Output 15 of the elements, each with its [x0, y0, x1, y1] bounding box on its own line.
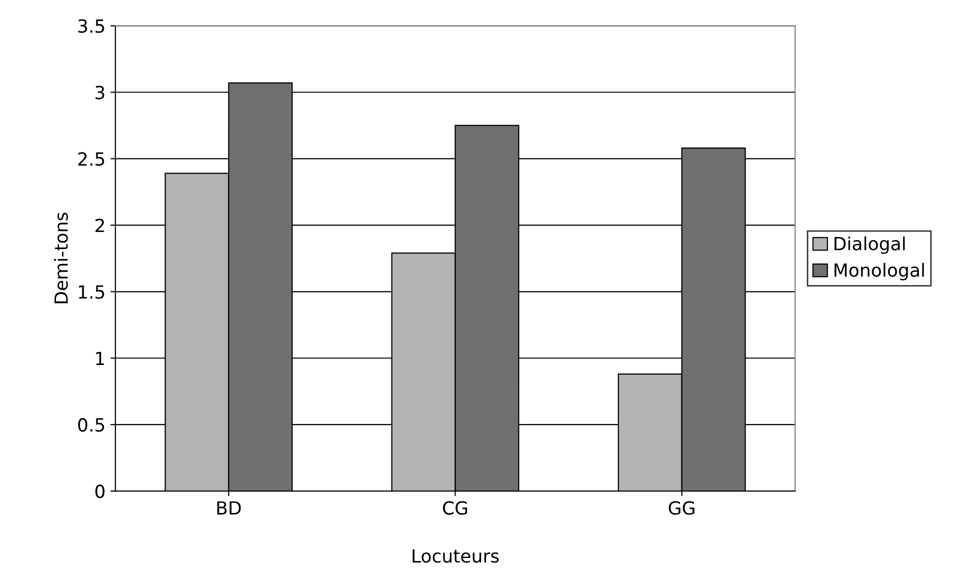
- x-tick-label: CG: [442, 501, 468, 515]
- x-tick-label: BD: [217, 501, 241, 515]
- y-tick-label: 3.5: [78, 19, 104, 33]
- y-tick-label: 3: [96, 86, 104, 100]
- y-tick-label: 0: [95, 484, 104, 498]
- legend-label: Dialogal: [834, 236, 905, 254]
- x-axis-title: Locuteurs: [412, 549, 499, 563]
- y-tick-label: 2: [96, 218, 104, 232]
- y-tick-label: 1.5: [78, 285, 104, 299]
- legend-label: Monologal: [834, 262, 924, 280]
- y-axis-title: Demi-tons: [54, 212, 68, 304]
- y-tick-label: 1: [96, 352, 104, 365]
- x-tick-label: GG: [668, 501, 694, 515]
- y-tick-label: 0.5: [78, 418, 104, 432]
- y-tick-label: 2.5: [78, 152, 104, 166]
